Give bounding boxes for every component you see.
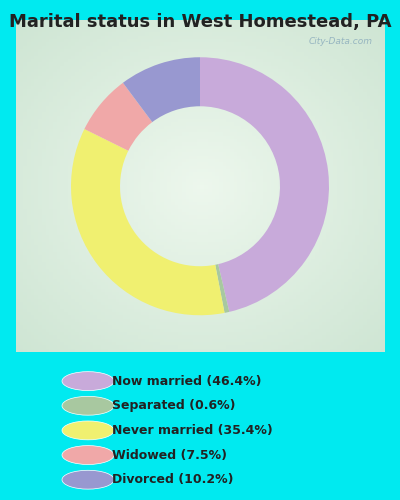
Circle shape <box>62 446 114 464</box>
Wedge shape <box>84 83 152 151</box>
Text: City-Data.com: City-Data.com <box>309 36 373 46</box>
Text: Separated (0.6%): Separated (0.6%) <box>112 399 236 412</box>
Wedge shape <box>123 57 200 122</box>
Text: Now married (46.4%): Now married (46.4%) <box>112 374 262 388</box>
Circle shape <box>62 470 114 489</box>
Wedge shape <box>71 129 224 315</box>
Wedge shape <box>200 57 329 312</box>
Text: Widowed (7.5%): Widowed (7.5%) <box>112 448 227 462</box>
Text: Divorced (10.2%): Divorced (10.2%) <box>112 473 234 486</box>
Circle shape <box>62 396 114 415</box>
Wedge shape <box>215 264 229 313</box>
Circle shape <box>62 372 114 390</box>
Circle shape <box>62 421 114 440</box>
Text: Marital status in West Homestead, PA: Marital status in West Homestead, PA <box>9 13 391 31</box>
Text: Never married (35.4%): Never married (35.4%) <box>112 424 273 437</box>
